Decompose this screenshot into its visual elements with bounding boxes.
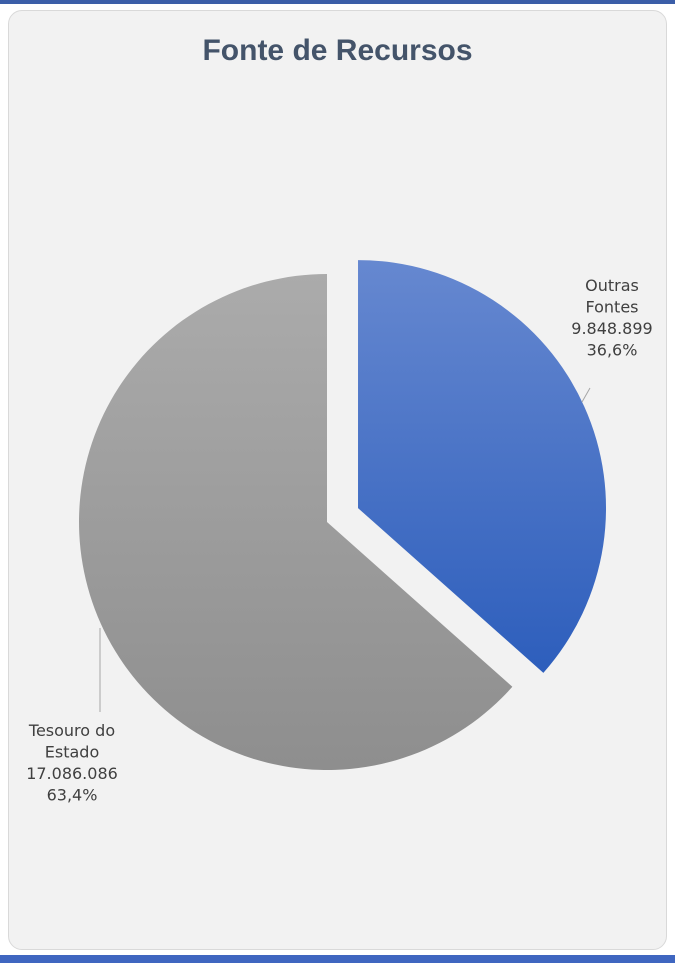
chart-title: Fonte de Recursos: [202, 34, 473, 67]
pie-slice-0: [358, 260, 607, 673]
bottom-accent-bar: [0, 955, 675, 963]
pie-slice-1: [78, 274, 513, 771]
slice-label-0: Outras Fontes 9.848.899 36,6%: [571, 276, 652, 360]
top-accent-bar: [0, 0, 675, 4]
slice-label-1: Tesouro do Estado 17.086.086 63,4%: [26, 721, 118, 805]
leader-line-0: [581, 387, 591, 403]
